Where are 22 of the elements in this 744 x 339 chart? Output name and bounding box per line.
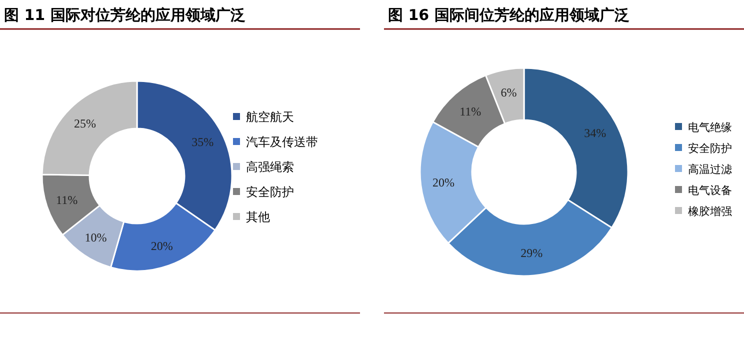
data-label: 20%	[432, 175, 455, 190]
data-label: 35%	[192, 134, 214, 149]
legend-label: 高温过滤	[688, 162, 732, 176]
data-label: 11%	[460, 104, 482, 118]
data-label: 11%	[56, 192, 78, 207]
legend-label: 汽车及传送带	[246, 135, 318, 150]
legend-label: 橡胶增强	[688, 204, 732, 218]
data-label: 20%	[150, 239, 173, 254]
legend-label: 航空航天	[246, 110, 294, 124]
data-label: 6%	[500, 86, 517, 100]
chart-title: 图 16 国际间位芳纶的应用领域广泛	[388, 6, 630, 24]
data-label: 29%	[520, 246, 543, 260]
legend-label: 电气设备	[688, 184, 732, 197]
legend-label: 其他	[246, 210, 270, 224]
data-label: 25%	[74, 116, 96, 130]
chart-title: 图 11 国际对位芳纶的应用领域广泛	[4, 6, 246, 24]
data-label: 10%	[84, 230, 107, 245]
data-label: 34%	[584, 126, 606, 140]
legend-label: 电气绝缘	[688, 120, 732, 134]
legend-label: 安全防护	[688, 142, 732, 155]
legend-label: 安全防护	[246, 185, 294, 200]
legend-label: 高强绳索	[246, 160, 294, 174]
